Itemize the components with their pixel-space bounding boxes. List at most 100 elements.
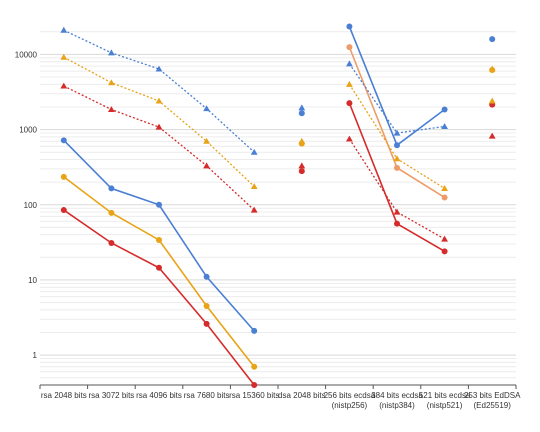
data-point-circle xyxy=(251,363,258,370)
x-tick-label: dsa 2048 bits xyxy=(278,391,326,400)
series-10 xyxy=(298,137,306,144)
series-13 xyxy=(346,44,448,201)
data-point-triangle xyxy=(441,185,448,191)
series-4 xyxy=(60,53,258,190)
data-point-triangle xyxy=(60,26,68,33)
data-point-circle xyxy=(489,36,496,43)
x-tick-label-line2: (nistp256) xyxy=(332,401,368,410)
series-line xyxy=(63,29,255,153)
series-12 xyxy=(346,23,448,149)
data-point-circle xyxy=(346,23,353,30)
series-5 xyxy=(60,82,258,213)
data-point-circle xyxy=(251,382,258,388)
series-21 xyxy=(488,65,496,104)
series-line xyxy=(348,63,445,134)
data-point-circle xyxy=(394,220,400,227)
series-18 xyxy=(489,36,496,43)
data-point-triangle xyxy=(60,53,68,60)
data-point-triangle xyxy=(346,80,353,87)
x-tick-label: 521 bits ecdsa xyxy=(419,391,471,400)
data-point-circle xyxy=(346,100,353,107)
data-point-triangle xyxy=(108,49,115,56)
data-point-circle xyxy=(108,185,115,192)
series-3 xyxy=(60,26,258,155)
x-tick-label: 384 bits ecdsa xyxy=(371,391,423,400)
series-6 xyxy=(298,110,305,117)
tick-labels: 1 10 100 1000 10000 rsa 2048 bits rsa 3072 bit… xyxy=(15,50,521,410)
series-1 xyxy=(60,173,258,370)
data-point-triangle xyxy=(250,206,258,213)
x-tick-label: 253 bits EdDSA xyxy=(464,391,521,400)
data-point-triangle xyxy=(203,162,210,169)
data-point-triangle xyxy=(298,137,306,144)
data-point-triangle xyxy=(346,135,353,142)
series-14 xyxy=(346,100,448,255)
data-point-triangle xyxy=(393,155,401,162)
series-11 xyxy=(298,162,306,169)
data-point-triangle xyxy=(60,82,68,89)
x-tick-label: rsa 4096 bits xyxy=(136,391,182,400)
series-8 xyxy=(298,168,305,175)
data-point-circle xyxy=(441,248,448,255)
data-point-triangle xyxy=(155,97,163,104)
y-tick-label: 100 xyxy=(24,201,38,210)
data-point-triangle xyxy=(155,123,163,130)
x-tick-label: 256 bits ecdsa xyxy=(324,391,376,400)
series-line xyxy=(348,102,446,253)
data-point-circle xyxy=(156,236,162,243)
series-layer xyxy=(60,23,496,388)
data-point-triangle xyxy=(250,183,258,190)
series-line xyxy=(63,85,255,211)
series-line xyxy=(348,46,446,199)
y-tick-label: 10000 xyxy=(15,50,38,59)
x-tick-label-line2: (nistp384) xyxy=(379,401,415,410)
data-point-triangle xyxy=(155,65,163,72)
data-point-triangle xyxy=(488,132,496,139)
data-point-circle xyxy=(203,302,210,309)
data-point-circle xyxy=(203,273,210,280)
x-tick-label-line2: (nistp521) xyxy=(427,401,463,410)
data-point-circle xyxy=(394,164,400,171)
series-line xyxy=(348,26,446,147)
axes xyxy=(39,384,517,389)
data-point-circle xyxy=(156,264,162,271)
data-point-circle xyxy=(60,207,67,214)
y-tick-label: 1000 xyxy=(19,126,37,135)
data-point-triangle xyxy=(441,123,448,130)
data-point-triangle xyxy=(298,104,306,111)
series-17 xyxy=(346,135,448,242)
data-point-triangle xyxy=(250,148,258,155)
series-22 xyxy=(488,132,496,139)
grid-lines xyxy=(40,31,516,386)
data-point-circle xyxy=(346,44,353,51)
data-point-circle xyxy=(298,110,305,117)
series-9 xyxy=(298,104,306,111)
y-tick-label: 1 xyxy=(33,351,38,360)
data-point-triangle xyxy=(203,105,210,112)
x-tick-label-line2: (Ed25519) xyxy=(474,401,512,410)
data-point-triangle xyxy=(488,65,496,72)
data-point-circle xyxy=(441,194,448,201)
data-point-triangle xyxy=(488,97,496,104)
data-point-circle xyxy=(108,209,115,216)
series-line xyxy=(348,83,445,189)
series-line xyxy=(348,138,445,240)
data-point-triangle xyxy=(108,79,115,86)
data-point-triangle xyxy=(393,208,401,215)
x-tick-label: rsa 3072 bits xyxy=(88,391,134,400)
data-point-circle xyxy=(394,142,400,149)
data-point-circle xyxy=(156,201,162,208)
data-point-triangle xyxy=(393,129,401,136)
series-2 xyxy=(60,207,258,388)
data-point-circle xyxy=(298,168,305,175)
series-line xyxy=(63,56,255,187)
data-point-circle xyxy=(60,173,67,180)
series-15 xyxy=(346,60,448,136)
data-point-circle xyxy=(441,106,448,113)
data-point-triangle xyxy=(346,60,353,67)
data-point-circle xyxy=(251,327,258,334)
x-tick-label: rsa 2048 bits xyxy=(41,391,87,400)
data-point-triangle xyxy=(298,162,306,169)
data-point-triangle xyxy=(203,137,210,144)
